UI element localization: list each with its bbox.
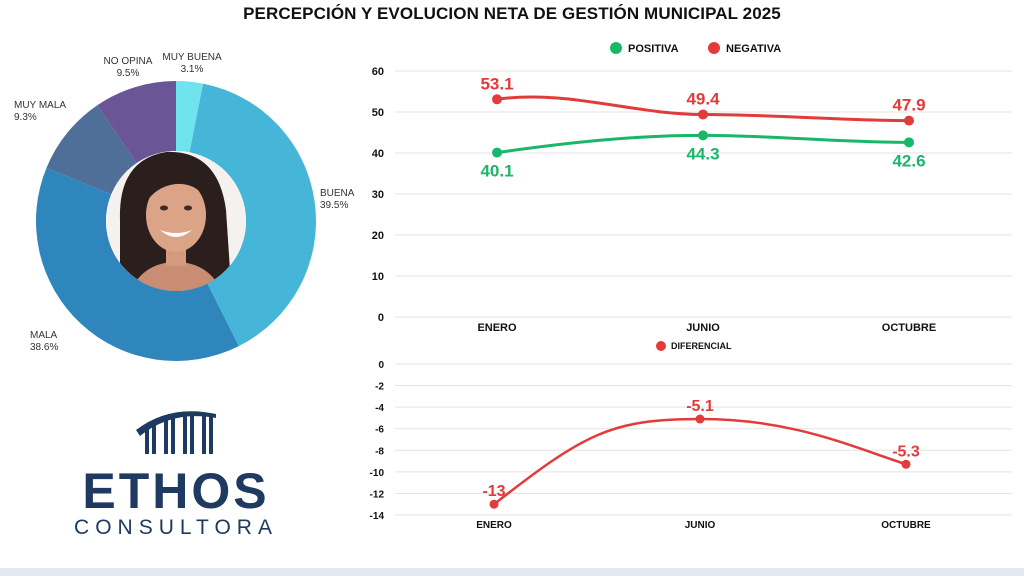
donut-slice-no-opina — [97, 81, 176, 164]
legend-label: POSITIVA — [628, 43, 679, 55]
donut-percent: 39.5% — [320, 200, 348, 211]
data-point — [698, 130, 708, 141]
donut-slice-muy-mala — [46, 105, 137, 195]
y-tick-label: -8 — [375, 446, 384, 457]
data-label: -5.1 — [686, 398, 714, 415]
y-tick-label: -2 — [375, 382, 384, 393]
donut-percent: 9.5% — [117, 68, 140, 79]
logo-name: ETHOS — [82, 463, 269, 519]
columns-logo-icon — [136, 411, 216, 454]
data-point — [695, 414, 705, 424]
y-tick-label: 30 — [372, 189, 384, 201]
data-point — [901, 459, 911, 469]
data-label: 47.9 — [892, 96, 925, 115]
data-point — [492, 147, 502, 158]
data-label: -5.3 — [892, 443, 920, 460]
data-label: 49.4 — [686, 89, 720, 108]
legend-marker — [656, 341, 666, 351]
donut-label: MUY MALA — [14, 100, 66, 111]
donut-slice-buena — [189, 83, 316, 347]
logo-subtitle: CONSULTORA — [74, 516, 278, 539]
bottom-border — [0, 568, 1024, 576]
y-tick-label: -4 — [375, 403, 384, 414]
data-point — [698, 109, 708, 120]
x-tick-label: OCTUBRE — [882, 322, 936, 334]
donut-label: BUENA — [320, 188, 355, 199]
data-point — [489, 499, 499, 509]
x-tick-label: JUNIO — [686, 322, 720, 334]
donut-percent: 9.3% — [14, 112, 37, 123]
legend-label: DIFERENCIAL — [671, 341, 732, 351]
y-tick-label: 10 — [372, 271, 384, 283]
y-tick-label: 50 — [372, 107, 384, 119]
legend-label: NEGATIVA — [726, 43, 781, 55]
data-label: -13 — [482, 483, 505, 500]
donut-percent: 38.6% — [30, 342, 58, 353]
legend-marker — [708, 42, 720, 54]
x-tick-label: JUNIO — [685, 520, 716, 531]
y-tick-label: 60 — [372, 66, 384, 78]
y-tick-label: 0 — [378, 312, 384, 324]
donut-label: MALA — [30, 330, 58, 341]
chart-title: PERCEPCIÓN Y EVOLUCION NETA DE GESTIÓN M… — [243, 4, 781, 23]
data-label: 42.6 — [892, 151, 925, 170]
data-point — [904, 115, 914, 126]
y-tick-label: 40 — [372, 148, 384, 160]
data-label: 40.1 — [480, 162, 513, 181]
donut-percent: 3.1% — [181, 64, 204, 75]
x-tick-label: ENERO — [476, 520, 512, 531]
data-point — [492, 94, 502, 105]
legend-marker — [610, 42, 622, 54]
x-tick-label: ENERO — [477, 322, 517, 334]
donut-slice-muy-buena — [176, 81, 204, 153]
y-tick-label: 0 — [378, 360, 384, 371]
data-point — [904, 137, 914, 148]
y-tick-label: 20 — [372, 230, 384, 242]
y-tick-label: -12 — [370, 489, 385, 500]
y-tick-label: -14 — [370, 511, 385, 522]
donut-slice-mala — [36, 167, 239, 361]
y-tick-label: -6 — [375, 425, 384, 436]
person-portrait-icon — [106, 151, 246, 291]
y-tick-label: -10 — [370, 468, 385, 479]
donut-label: NO OPINA — [104, 56, 153, 67]
data-label: 44.3 — [686, 144, 719, 163]
donut-label: MUY BUENA — [162, 52, 222, 63]
data-label: 53.1 — [480, 74, 513, 93]
x-tick-label: OCTUBRE — [881, 520, 931, 531]
